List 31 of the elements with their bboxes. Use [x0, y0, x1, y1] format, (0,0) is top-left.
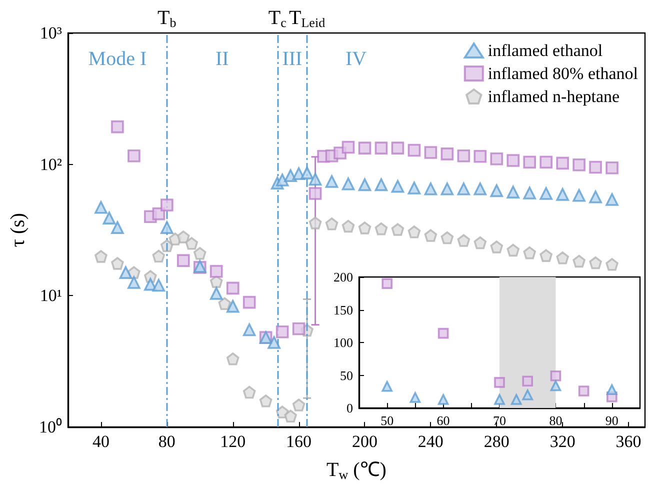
x-tick-label: 240: [418, 432, 444, 451]
y-tick-label: 200: [334, 270, 353, 284]
x-tick-label: 70: [493, 413, 506, 428]
x-tick-label: 360: [616, 432, 642, 451]
y-tick-label: 10³: [40, 24, 62, 42]
y-axis-title: τ (s): [7, 212, 29, 248]
x-tick-label: 280: [484, 432, 510, 451]
legend-label: inflamed 80% ethanol: [488, 64, 638, 83]
y-tick-label: 10²: [40, 154, 62, 174]
x-tick-label: 60: [436, 413, 450, 428]
y-tick-label: 0: [346, 400, 353, 416]
y-tick-label: 100: [334, 335, 353, 350]
y-tick-label: 150: [334, 302, 353, 318]
x-tick-label: 80: [549, 413, 562, 428]
x-tick-label: 160: [286, 432, 312, 451]
x-tick-label: 40: [92, 432, 110, 451]
x-tick-label: 50: [380, 413, 394, 428]
legend-label: inflamed ethanol: [488, 41, 603, 60]
x-tick-label: 320: [550, 432, 576, 451]
x-tick-label: 90: [605, 413, 618, 428]
legend-label: inflamed n-heptane: [488, 87, 620, 106]
annotation: II: [215, 48, 229, 70]
y-tick-label: 10⁰: [39, 418, 62, 436]
x-tick-label: 120: [220, 432, 246, 451]
annotation: III: [282, 48, 302, 70]
y-tick-label: 10¹: [40, 286, 62, 306]
annotation: IV: [345, 48, 368, 70]
annotation: Mode I: [88, 48, 147, 70]
x-tick-label: 200: [352, 432, 378, 451]
x-tick-label: 80: [158, 432, 176, 451]
y-tick-label: 50: [340, 368, 353, 383]
